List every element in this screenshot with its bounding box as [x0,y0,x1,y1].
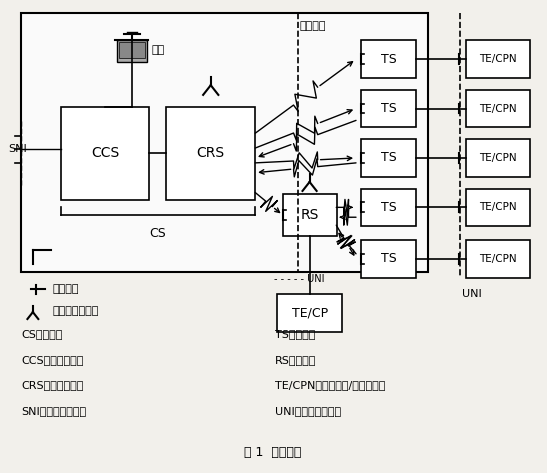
Bar [361,240,416,278]
Text: TE/CP: TE/CP [292,307,328,320]
Bar [465,90,530,127]
Text: TE/CPN: TE/CPN [479,202,517,212]
Text: SNI: SNI [8,144,27,154]
Bar [21,13,428,272]
Text: TS: TS [381,252,397,265]
Text: CS: CS [149,227,166,240]
Text: CS：中心站: CS：中心站 [21,329,62,339]
Bar [465,189,530,226]
Text: TS: TS [381,53,397,66]
Text: TE/CPN：终端设备/用户驻地网: TE/CPN：终端设备/用户驻地网 [275,380,385,390]
Text: TS：终端站: TS：终端站 [275,329,316,339]
Bar [117,40,147,62]
Bar [361,189,416,226]
Bar [166,106,255,201]
Text: RS：接力站: RS：接力站 [275,355,316,365]
Text: TS: TS [381,151,397,165]
Text: SNI：业务节点接口: SNI：业务节点接口 [21,406,86,416]
Text: CRS：中心射频站: CRS：中心射频站 [21,380,83,390]
Text: 全向或扇区天线: 全向或扇区天线 [53,306,99,316]
Text: 图 1  系统结构: 图 1 系统结构 [245,447,302,459]
Bar [283,194,337,236]
Text: - - - - - UNI: - - - - - UNI [275,274,325,284]
Text: TE/CPN: TE/CPN [479,104,517,114]
Text: CCS: CCS [91,147,119,160]
Bar [465,40,530,78]
Bar [119,42,144,58]
Text: TE/CPN: TE/CPN [479,153,517,163]
Text: TE/CPN: TE/CPN [479,254,517,264]
Text: UNI：用户网络接口: UNI：用户网络接口 [275,406,341,416]
Bar [465,139,530,177]
Text: UNI: UNI [462,289,481,299]
Bar [361,40,416,78]
Text: CCS：中心控制站: CCS：中心控制站 [21,355,83,365]
Bar [361,139,416,177]
Text: TS: TS [381,102,397,115]
Bar [61,106,149,201]
Bar [361,90,416,127]
Text: 网管: 网管 [152,45,165,55]
Text: TS: TS [381,201,397,214]
Text: TE/CPN: TE/CPN [479,54,517,64]
Text: 空中接口: 空中接口 [300,20,326,31]
Text: 定向天线: 定向天线 [53,284,79,294]
Bar [465,240,530,278]
Bar [277,294,342,332]
Text: CRS: CRS [197,147,225,160]
Text: RS: RS [301,208,319,222]
